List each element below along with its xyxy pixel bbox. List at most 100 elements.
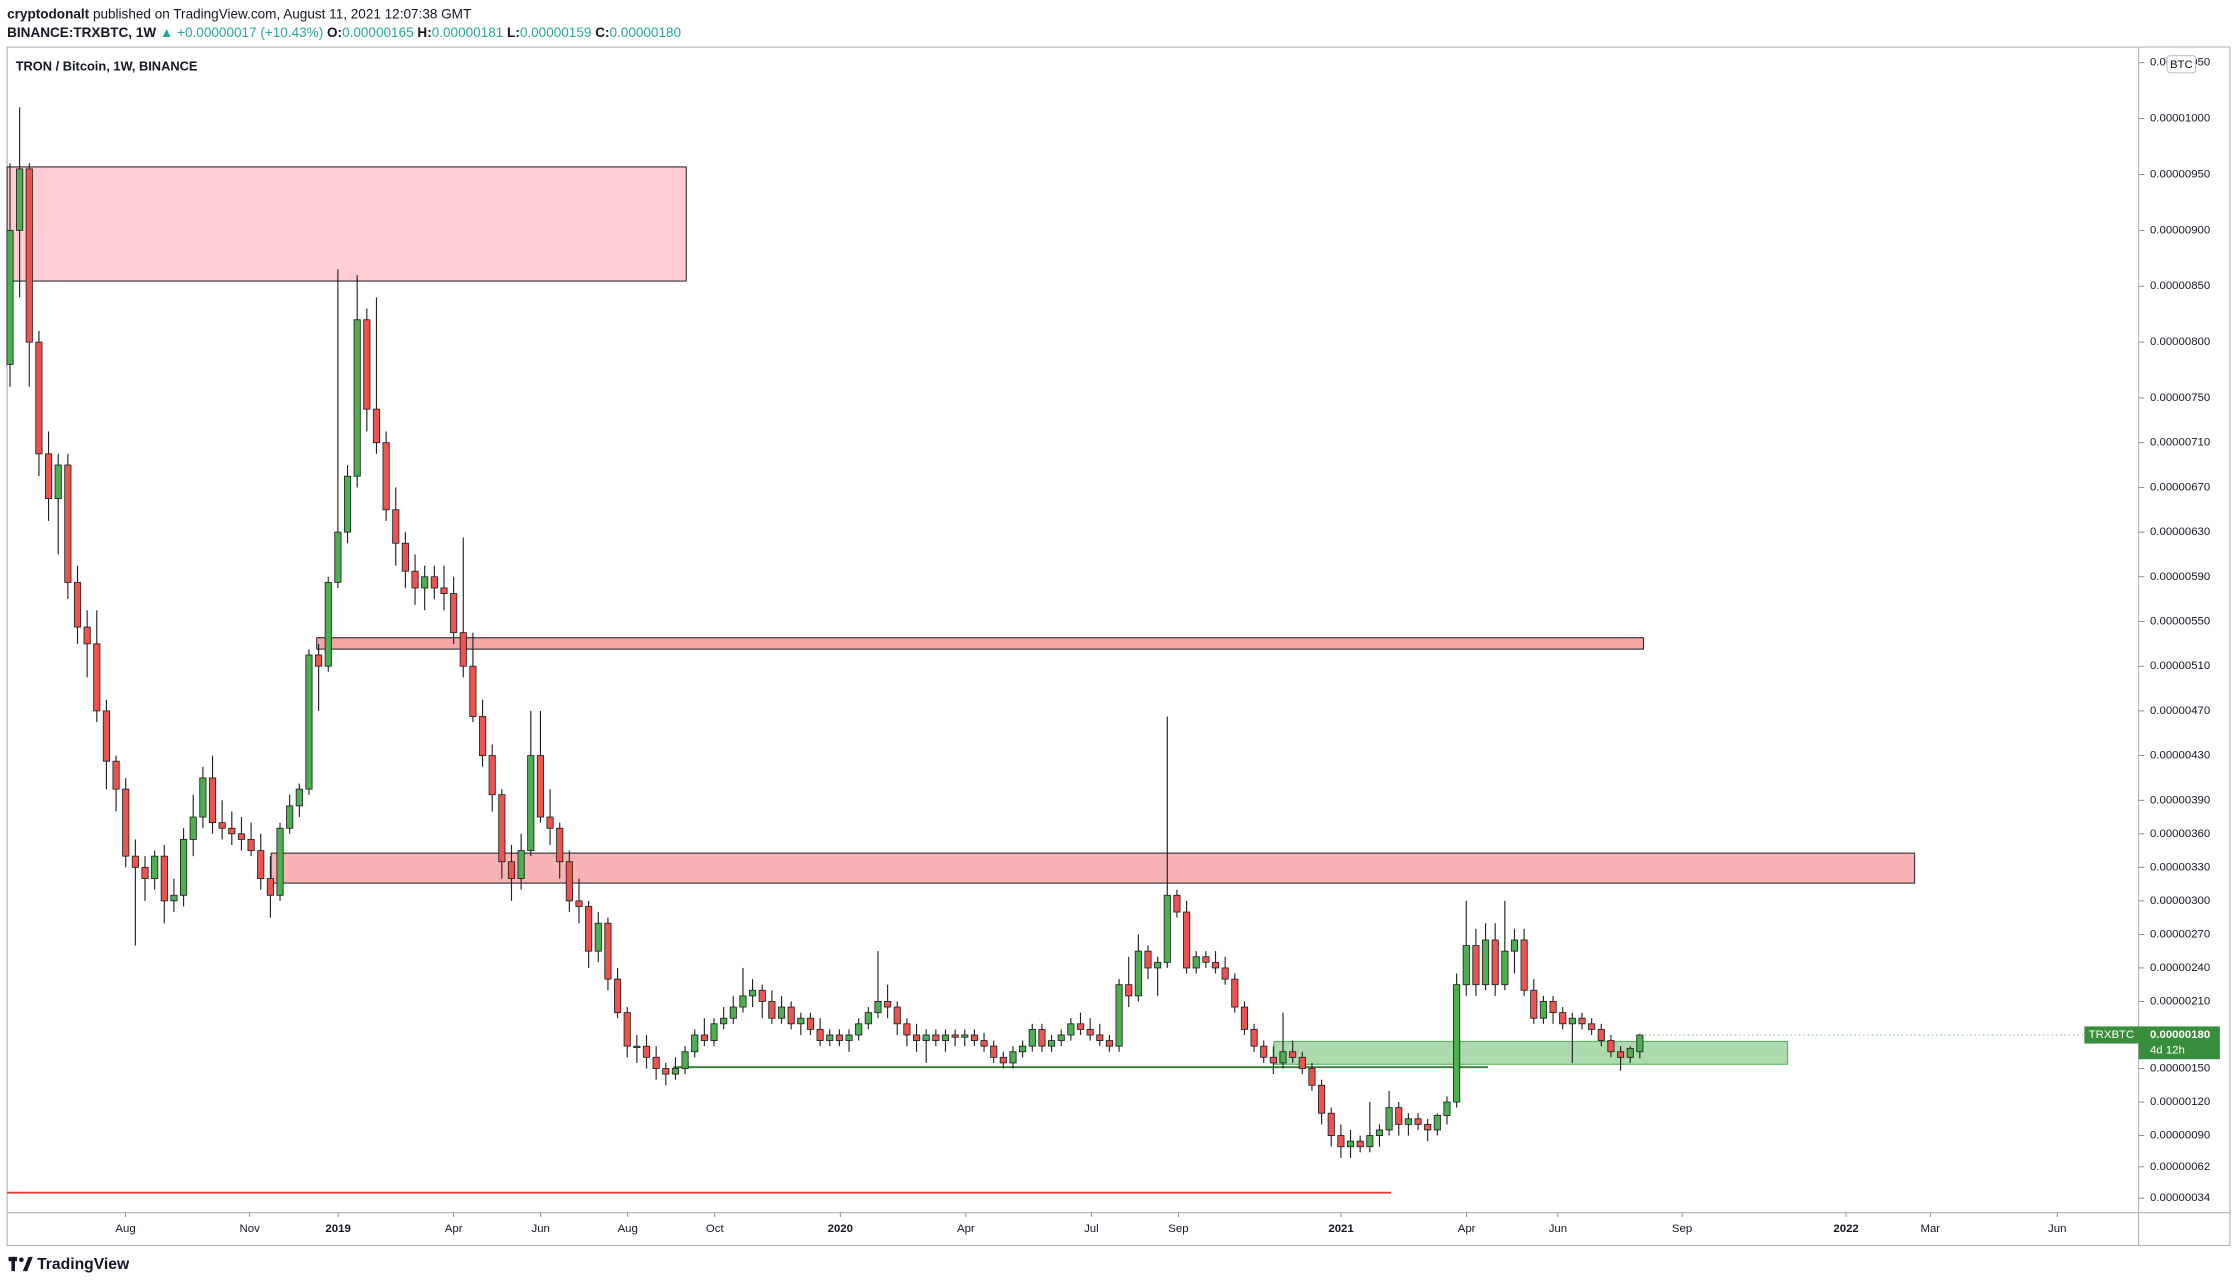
candle-body [199, 777, 207, 818]
candle-body [826, 1034, 834, 1041]
candle-body [1453, 984, 1461, 1103]
candle-body [430, 576, 438, 589]
candle-body [1318, 1084, 1326, 1114]
candle-body [671, 1068, 680, 1075]
x-tick-label: 2020 [828, 1223, 853, 1235]
candle-body [565, 861, 573, 902]
candle-body [710, 1023, 718, 1041]
candle-body [1134, 950, 1142, 997]
candle-body [16, 168, 24, 231]
candle-body [247, 838, 255, 852]
candle-body [990, 1045, 998, 1058]
y-tick-label: 0.00000034 [2150, 1192, 2211, 1204]
high-label: H: [417, 24, 431, 39]
y-tick-label: 0.00000850 [2150, 280, 2210, 292]
price-badge-text: 0.00000180 [2150, 1029, 2210, 1041]
chart-frame [6, 46, 2231, 1247]
candle-body [1047, 1040, 1056, 1047]
close-label: C: [595, 24, 609, 39]
candle-body [1163, 894, 1171, 963]
candle-body [54, 464, 62, 499]
candle-body [1588, 1023, 1596, 1030]
candle-body [681, 1051, 689, 1069]
candle-body [536, 755, 544, 818]
candle-body [1539, 1001, 1547, 1019]
x-tick-label: Mar [1920, 1223, 1940, 1235]
candle-body [999, 1056, 1007, 1064]
x-tick-label: Apr [445, 1223, 463, 1235]
candle-body [941, 1034, 950, 1041]
candle-body [1472, 945, 1480, 986]
y-tick-label: 0.00000590 [2150, 571, 2210, 583]
candle-body [922, 1034, 930, 1041]
candle-body [1375, 1129, 1384, 1136]
candle-body [102, 710, 110, 762]
candle-body [1154, 961, 1162, 969]
candle-body [1086, 1028, 1094, 1036]
candle-body [1173, 894, 1181, 913]
candle-body [1356, 1140, 1364, 1148]
candle-body [777, 1006, 786, 1019]
candle-body [1250, 1028, 1258, 1047]
candle-body [392, 509, 400, 544]
candle-body [1105, 1040, 1113, 1047]
candle-body [112, 760, 120, 790]
candle-body [912, 1034, 921, 1041]
candle-body [874, 1001, 882, 1014]
candle-body [1096, 1034, 1104, 1041]
resistance-zone [316, 637, 1645, 650]
y-tick-label: 0.00000710 [2150, 437, 2210, 449]
candle-body [1028, 1028, 1036, 1047]
candle-body [507, 861, 516, 879]
candle-body [324, 581, 332, 667]
x-tick-label: Sep [1672, 1223, 1692, 1235]
x-tick-label: Jun [2048, 1223, 2066, 1235]
candle-body [478, 716, 487, 757]
symbol-line: BINANCE:TRXBTC, 1W ▲ +0.00000017 (+10.43… [7, 24, 681, 39]
candle-body [1115, 984, 1123, 1047]
candle-body [93, 643, 101, 712]
candle-body [469, 665, 477, 717]
candle-body [768, 1001, 776, 1019]
candle-body [1607, 1040, 1615, 1053]
candle-body [1183, 911, 1191, 969]
x-tick-label: Aug [618, 1223, 638, 1235]
candle-body [1617, 1051, 1625, 1058]
candle-body [25, 168, 33, 343]
candle-body [1414, 1118, 1422, 1125]
y-tick-label: 0.00000360 [2150, 828, 2210, 840]
candle-body [1221, 967, 1229, 980]
y-tick-label: 0.00000510 [2150, 660, 2210, 672]
candle-body [228, 827, 236, 835]
candle-body [835, 1034, 843, 1041]
y-tick-label: 0.00000150 [2150, 1063, 2210, 1075]
candle-body [662, 1068, 670, 1075]
candle-body [1298, 1056, 1306, 1069]
price-axis-bg [2139, 47, 2230, 1212]
candle-body [1530, 989, 1538, 1019]
x-tick-label: 2021 [1328, 1223, 1354, 1235]
candle-body [276, 827, 284, 896]
candle-body [546, 816, 554, 829]
candle-body [305, 654, 313, 790]
y-tick-label: 0.00000800 [2150, 336, 2210, 348]
x-tick-label: Nov [240, 1223, 261, 1235]
candle-body [1443, 1101, 1451, 1116]
x-tick-label: Aug [115, 1223, 135, 1235]
candle-body [1510, 939, 1519, 952]
candle-body [1501, 950, 1509, 986]
y-tick-label: 0.00001000 [2150, 113, 2210, 125]
candle-body [131, 855, 139, 868]
x-tick-label: Sep [1168, 1223, 1188, 1235]
candle-body [585, 906, 593, 952]
candle-body [700, 1034, 708, 1041]
candle-body [1057, 1034, 1065, 1041]
y-tick-label: 0.00000270 [2150, 928, 2210, 940]
candle-body [594, 922, 602, 952]
y-tick-label: 0.00000330 [2150, 861, 2210, 873]
candle-body [315, 654, 323, 667]
symbol: BINANCE:TRXBTC, 1W [7, 24, 156, 39]
candle-body [932, 1034, 940, 1041]
x-tick-label: Jul [1084, 1223, 1099, 1235]
